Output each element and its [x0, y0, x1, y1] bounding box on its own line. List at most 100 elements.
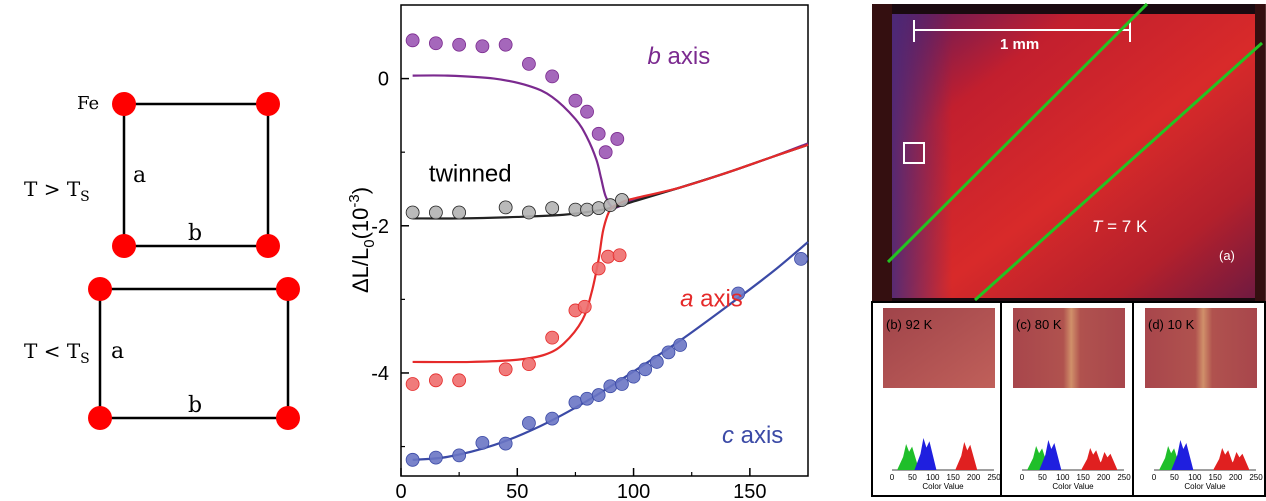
histogram-peak — [914, 438, 937, 470]
data-point — [545, 201, 560, 216]
data-point — [405, 33, 420, 48]
histogram-x-label: Color Value — [1052, 482, 1094, 491]
y-tick-label: -4 — [371, 363, 389, 385]
data-point — [731, 286, 746, 301]
fe-atom — [276, 277, 300, 301]
photo-edge — [872, 4, 892, 302]
fit-curve-2 — [412, 143, 809, 364]
histogram-tick-label: 250 — [1249, 473, 1263, 482]
data-point — [428, 450, 443, 465]
fe-atom — [256, 92, 280, 116]
histogram-peak — [1213, 448, 1236, 470]
histogram-tick-label: 200 — [1229, 473, 1243, 482]
histogram-tick-label: 150 — [947, 473, 961, 482]
data-point — [615, 377, 629, 391]
data-point — [452, 448, 467, 463]
data-point — [498, 436, 513, 451]
x-tick-label: 0 — [395, 481, 406, 501]
data-point — [580, 202, 594, 217]
histogram-tick-label: 50 — [1038, 473, 1047, 482]
plot-frame — [400, 4, 809, 477]
data-point — [428, 36, 443, 51]
y-tick-label: 0 — [378, 69, 389, 91]
fe-label: Fe — [77, 93, 99, 114]
domain-boundary-line — [973, 41, 1264, 302]
histogram-peak — [897, 444, 920, 470]
domain-boundary-line — [886, 2, 1149, 264]
data-point — [603, 379, 618, 394]
data-point — [794, 251, 808, 266]
region-marker-square — [903, 142, 925, 164]
fe-atom — [88, 277, 112, 301]
data-point — [498, 200, 513, 215]
data-point — [545, 330, 560, 345]
inset-image — [883, 308, 995, 388]
data-point — [626, 369, 641, 384]
data-point — [577, 299, 592, 314]
purple-shade — [892, 14, 952, 298]
inset-image — [1013, 308, 1125, 388]
data-point — [545, 411, 560, 426]
fit-curves — [412, 74, 809, 461]
histogram-x-label: Color Value — [922, 482, 964, 491]
data-point — [638, 362, 653, 377]
data-point — [452, 373, 467, 388]
data-point — [580, 104, 594, 119]
inset-label: (c) 80 K — [1016, 317, 1062, 332]
photo-edge — [1255, 4, 1266, 302]
inset-panels: (b) 92 K 0 50 100 150 200 250 Color Value (c) 80… — [883, 308, 1263, 491]
inset-image — [1145, 308, 1257, 388]
axis-ticks: 0 50 100 150 0 -2 -4 — [371, 69, 766, 501]
upper-condition-label: T > TS — [24, 177, 90, 205]
data-point — [452, 37, 467, 52]
crystal-image — [892, 14, 1255, 298]
lower-unit-cell — [98, 287, 290, 420]
data-point — [428, 373, 443, 388]
data-point — [601, 249, 615, 264]
lower-side-a-label: a — [111, 339, 124, 364]
lattice-schematic: Fe T > TS a b T < TS a b — [24, 92, 300, 430]
histogram-tick-label: 200 — [1097, 473, 1111, 482]
data-point — [428, 205, 443, 220]
crystal-photo-panel: 1 mm T = 7 K (a) (b) 92 K 0 50 100 150 200 250… — [871, 2, 1266, 497]
data-point — [615, 193, 629, 207]
data-point — [405, 377, 420, 391]
histogram-tick-label: 50 — [908, 473, 917, 482]
histogram-tick-label: 150 — [1209, 473, 1223, 482]
histogram-peak — [1227, 452, 1250, 470]
data-point — [591, 126, 606, 141]
data-point — [498, 37, 513, 52]
y-tick-label: -2 — [371, 216, 389, 238]
fe-atom — [276, 406, 300, 430]
data-point — [545, 69, 560, 84]
data-point — [591, 201, 606, 216]
data-point — [673, 338, 687, 352]
data-point — [405, 452, 420, 467]
data-point — [522, 56, 536, 71]
data-point — [612, 248, 627, 263]
fe-atom — [112, 92, 136, 116]
histogram-peak — [1081, 448, 1104, 470]
x-tick-label: 100 — [617, 481, 650, 501]
histogram-x-label: Color Value — [1184, 482, 1226, 491]
y-axis-label: ΔL/L0(10-3) — [346, 187, 378, 293]
data-point — [405, 205, 420, 220]
x-tick-label: 150 — [733, 481, 766, 501]
data-points — [405, 33, 808, 467]
data-point — [568, 202, 583, 217]
panel-label-a: (a) — [1219, 248, 1235, 263]
data-point — [649, 355, 664, 369]
data-point — [475, 435, 490, 450]
data-point — [580, 391, 594, 406]
histogram-tick-label: 100 — [1188, 473, 1202, 482]
histogram-tick-label: 0 — [1152, 473, 1157, 482]
data-point — [603, 198, 618, 213]
data-point — [598, 145, 613, 160]
data-point — [452, 205, 467, 220]
data-point — [522, 416, 536, 430]
scale-bar-label: 1 mm — [1000, 36, 1039, 53]
histogram-tick-label: 150 — [1077, 473, 1091, 482]
histogram-tick-label: 200 — [967, 473, 981, 482]
data-point — [522, 205, 536, 220]
